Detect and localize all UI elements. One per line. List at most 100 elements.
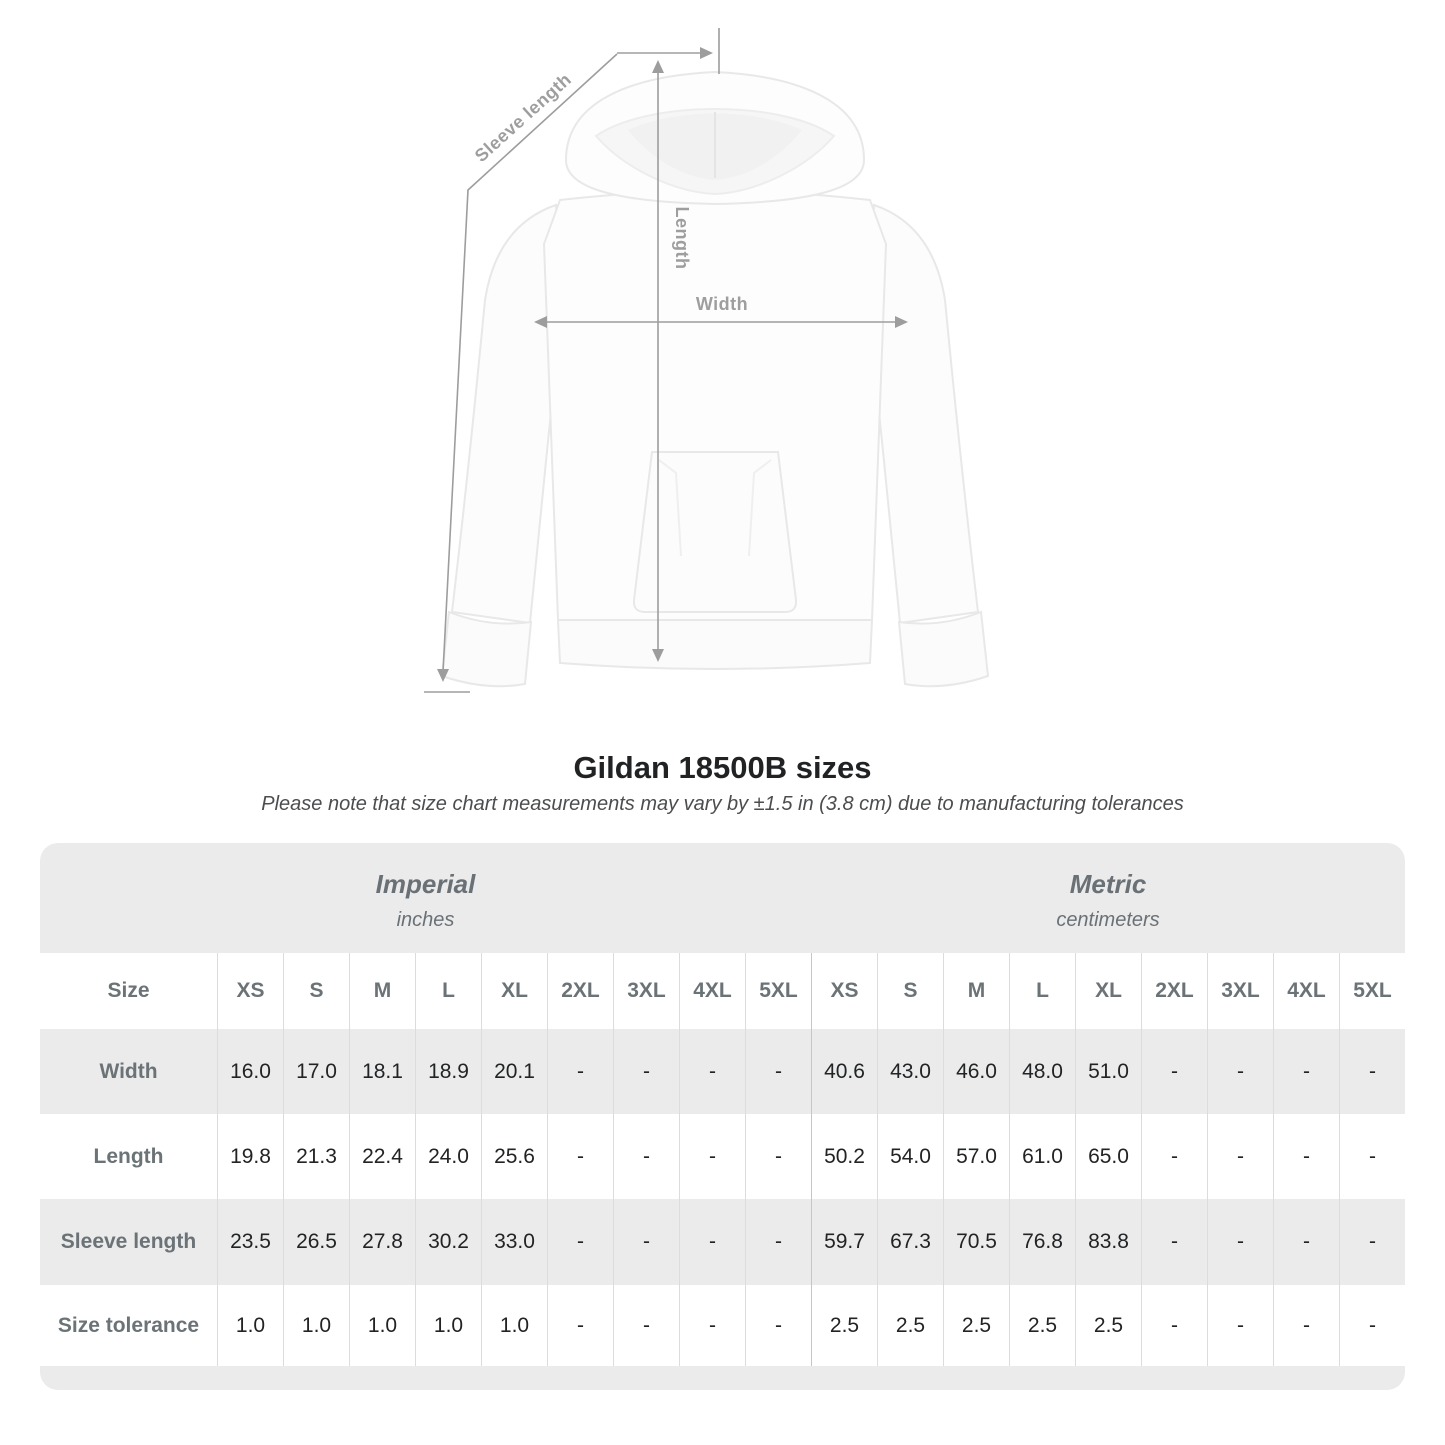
table-cell-metric: - xyxy=(1207,1029,1273,1114)
hoodie-hem-band xyxy=(556,619,874,670)
table-cell-metric: 2.5 xyxy=(1009,1285,1075,1366)
table-cell-metric: - xyxy=(1273,1285,1339,1366)
table-cell-metric: 67.3 xyxy=(877,1199,943,1285)
table-cell-metric: 2.5 xyxy=(877,1285,943,1366)
table-cell-metric: 76.8 xyxy=(1009,1199,1075,1285)
table-cell-imperial: 1.0 xyxy=(481,1285,547,1366)
hoodie-pocket-stitch-right xyxy=(748,459,772,557)
hoodie-right-sleeve xyxy=(866,203,980,625)
table-cell-metric: - xyxy=(1207,1285,1273,1366)
table-cell-imperial: - xyxy=(613,1114,679,1199)
table-cell-imperial: 18.1 xyxy=(349,1029,415,1114)
table-cell-imperial: 26.5 xyxy=(283,1199,349,1285)
table-cell-imperial: 17.0 xyxy=(283,1029,349,1114)
table-cell-metric: 43.0 xyxy=(877,1029,943,1114)
table-cell-imperial: - xyxy=(613,1199,679,1285)
size-header-imperial-s: S xyxy=(283,953,349,1029)
table-cell-metric: - xyxy=(1339,1029,1405,1114)
table-cell-imperial: - xyxy=(679,1029,745,1114)
table-cell-metric: 59.7 xyxy=(811,1199,877,1285)
title-block: Gildan 18500B sizes Please note that siz… xyxy=(0,750,1445,816)
table-cell-metric: - xyxy=(1339,1114,1405,1199)
size-header-imperial-m: M xyxy=(349,953,415,1029)
table-cell-imperial: 16.0 xyxy=(217,1029,283,1114)
size-table: Imperial inches Metric centimeters Size X… xyxy=(40,843,1405,1390)
table-cell-imperial: 1.0 xyxy=(415,1285,481,1366)
table-cell-metric: - xyxy=(1339,1199,1405,1285)
hoodie-left-cuff xyxy=(440,610,533,688)
table-cell-imperial: 24.0 xyxy=(415,1114,481,1199)
size-header-imperial-2xl: 2XL xyxy=(547,953,613,1029)
size-header-metric-l: L xyxy=(1009,953,1075,1029)
table-cell-imperial: 1.0 xyxy=(217,1285,283,1366)
width-label: Width xyxy=(696,294,748,314)
size-header-imperial-xs: XS xyxy=(217,953,283,1029)
arrowhead-sleeve-down xyxy=(437,669,449,682)
table-cell-imperial: - xyxy=(679,1199,745,1285)
imperial-section-header: Imperial inches xyxy=(40,843,811,953)
metric-section-label: Metric xyxy=(1069,868,1147,899)
size-header-metric-xl: XL xyxy=(1075,953,1141,1029)
table-cell-imperial: 21.3 xyxy=(283,1114,349,1199)
row-label: Size tolerance xyxy=(40,1285,217,1366)
table-cell-metric: 2.5 xyxy=(1075,1285,1141,1366)
table-cell-metric: 65.0 xyxy=(1075,1114,1141,1199)
size-header-metric-5xl: 5XL xyxy=(1339,953,1405,1029)
metric-section-unit: centimeters xyxy=(1056,908,1160,931)
table-cell-imperial: 23.5 xyxy=(217,1199,283,1285)
table-cell-imperial: - xyxy=(547,1199,613,1285)
table-cell-imperial: 30.2 xyxy=(415,1199,481,1285)
size-header-imperial-3xl: 3XL xyxy=(613,953,679,1029)
table-cell-imperial: - xyxy=(547,1285,613,1366)
sleeve-length-label: Sleeve length xyxy=(471,69,575,166)
table-cell-metric: 61.0 xyxy=(1009,1114,1075,1199)
table-cell-imperial: - xyxy=(745,1199,811,1285)
size-header-metric-s: S xyxy=(877,953,943,1029)
table-cell-metric: - xyxy=(1207,1199,1273,1285)
size-header-metric-4xl: 4XL xyxy=(1273,953,1339,1029)
table-cell-imperial: - xyxy=(613,1285,679,1366)
table-cell-metric: 83.8 xyxy=(1075,1199,1141,1285)
row-label: Sleeve length xyxy=(40,1199,217,1285)
table-cell-metric: 2.5 xyxy=(811,1285,877,1366)
hoodie-pocket-stitch-left xyxy=(658,459,682,557)
table-cell-imperial: 19.8 xyxy=(217,1114,283,1199)
table-cell-metric: 50.2 xyxy=(811,1114,877,1199)
table-cell-imperial: - xyxy=(745,1285,811,1366)
table-footer-strip xyxy=(40,1366,1405,1390)
table-cell-metric: - xyxy=(1141,1285,1207,1366)
table-cell-imperial: 18.9 xyxy=(415,1029,481,1114)
imperial-section-label: Imperial xyxy=(375,868,476,899)
table-cell-metric: - xyxy=(1273,1114,1339,1199)
table-cell-imperial: - xyxy=(745,1029,811,1114)
size-header-metric-m: M xyxy=(943,953,1009,1029)
table-cell-imperial: 20.1 xyxy=(481,1029,547,1114)
table-cell-imperial: 22.4 xyxy=(349,1114,415,1199)
table-cell-metric: 40.6 xyxy=(811,1029,877,1114)
row-label: Width xyxy=(40,1029,217,1114)
table-cell-metric: 54.0 xyxy=(877,1114,943,1199)
imperial-section-unit: inches xyxy=(396,908,455,931)
table-cell-metric: 57.0 xyxy=(943,1114,1009,1199)
size-header-imperial-l: L xyxy=(415,953,481,1029)
table-cell-imperial: 1.0 xyxy=(283,1285,349,1366)
size-header-imperial-5xl: 5XL xyxy=(745,953,811,1029)
table-cell-metric: - xyxy=(1141,1114,1207,1199)
tolerance-note: Please note that size chart measurements… xyxy=(261,793,1184,815)
metric-section-header: Metric centimeters xyxy=(811,843,1405,953)
size-header-imperial-4xl: 4XL xyxy=(679,953,745,1029)
table-cell-metric: 48.0 xyxy=(1009,1029,1075,1114)
length-label: Length xyxy=(672,207,692,270)
table-cell-imperial: - xyxy=(547,1114,613,1199)
arrowhead-length-up xyxy=(652,60,664,73)
sleeve-length-measure-line xyxy=(442,53,618,673)
table-cell-imperial: - xyxy=(679,1114,745,1199)
page-title: Gildan 18500B sizes xyxy=(573,750,872,785)
table-cell-imperial: 25.6 xyxy=(481,1114,547,1199)
arrowhead-width-left xyxy=(534,316,547,328)
hoodie-measurement-diagram: Sleeve length Length Width xyxy=(424,28,990,693)
hoodie-right-cuff xyxy=(897,610,990,688)
table-cell-imperial: 1.0 xyxy=(349,1285,415,1366)
table-cell-metric: - xyxy=(1273,1199,1339,1285)
table-cell-imperial: - xyxy=(547,1029,613,1114)
